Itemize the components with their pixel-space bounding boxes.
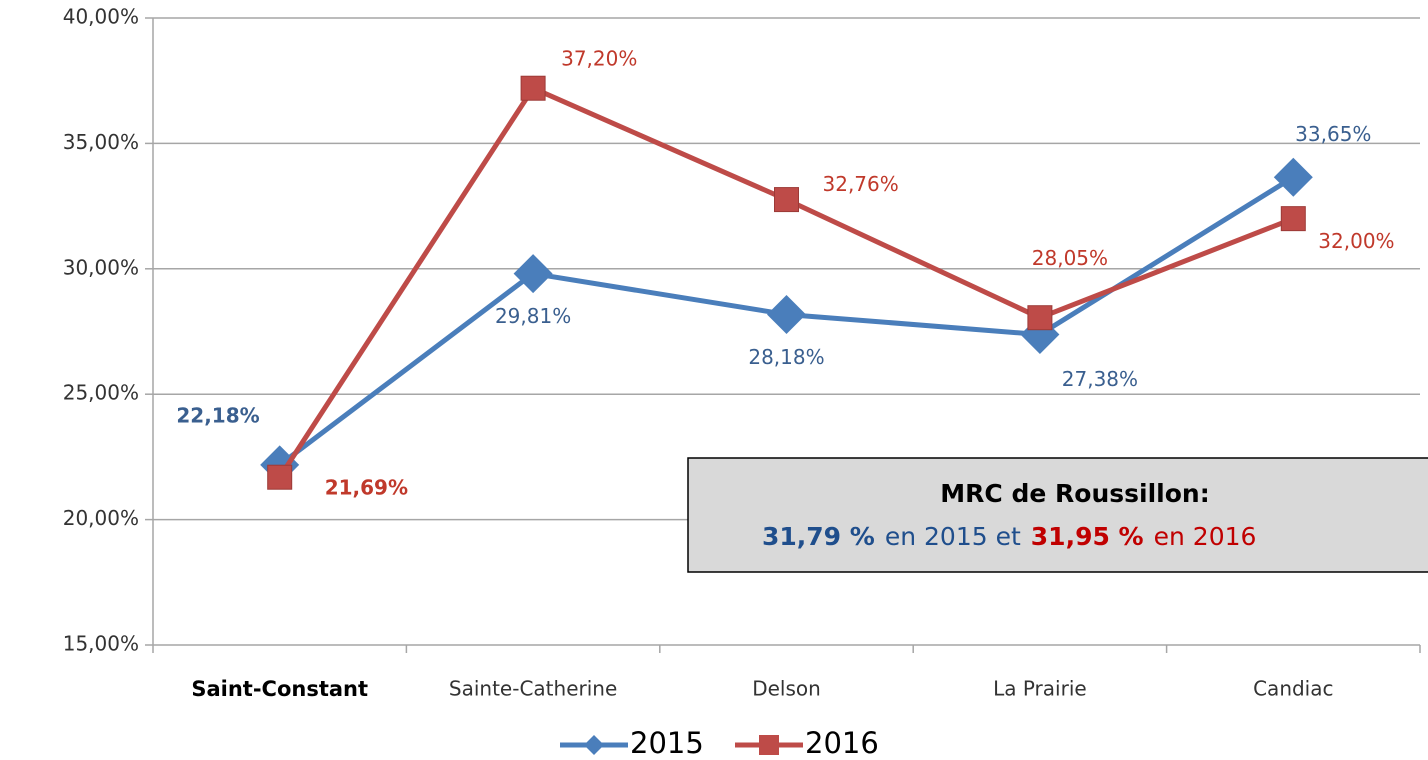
data-label: 32,00% [1318,229,1394,253]
legend-label: 2016 [805,726,879,760]
y-tick-label: 25,00% [63,381,139,405]
annotation-part: en 2015 et [885,522,1021,551]
point [513,254,553,294]
annotation-box: MRC de Roussillon: 31,79 % en 2015 et 31,9… [687,457,1428,573]
data-label: 32,76% [823,172,899,196]
data-label: 29,81% [495,304,571,328]
y-tick-label: 35,00% [63,130,139,154]
y-tick-label: 15,00% [63,632,139,656]
x-tick-label: Candiac [1253,677,1333,701]
point [1027,305,1053,331]
data-label: 33,65% [1295,122,1371,146]
x-tick-label: Sainte-Catherine [449,677,617,701]
annotation-background [687,457,1428,573]
x-tick-label: La Prairie [993,677,1087,701]
grid: 15,00% 20,00% 25,00% 30,00% 35,00% 40,00% Sain… [63,5,1421,701]
data-label: 28,05% [1032,246,1108,270]
legend-label: 2015 [630,726,704,760]
plot-area: 22,18% 29,81% 28,18% 27,38% 33,65% 21,69% 37,2… [176,47,1394,500]
annotation-part: 31,95 % [1031,522,1144,551]
point [520,75,546,101]
point [1280,206,1306,232]
annotation-part: en 2016 [1154,522,1257,551]
point [1273,157,1313,197]
annotation-part: 31,79 % [762,522,875,551]
series: 22,18% 29,81% 28,18% 27,38% 33,65% [176,122,1371,485]
data-label: 37,20% [561,47,637,71]
legend-marker [584,735,604,755]
data-label: 28,18% [748,345,824,369]
legend-marker [759,735,779,755]
point [767,294,806,334]
point [774,187,799,213]
y-tick-label: 40,00% [63,5,139,29]
x-tick-label: Delson [752,677,821,701]
x-tick-label: Saint-Constant [191,677,368,701]
annotation-text: 31,79 % en 2015 et 31,95 % en 2016 [762,522,1256,551]
y-tick-label: 30,00% [63,255,139,279]
point [267,464,293,490]
data-label: 27,38% [1062,367,1138,391]
series: 21,69% 37,20% 32,76% 28,05% 32,00% [267,47,1395,500]
annotation-title: MRC de Roussillon: [940,479,1209,508]
y-tick-label: 20,00% [63,506,139,530]
legend: 2015 2016 [560,726,879,760]
data-label: 22,18% [176,403,259,427]
data-label: 21,69% [325,476,408,500]
series-line [277,85,1295,479]
